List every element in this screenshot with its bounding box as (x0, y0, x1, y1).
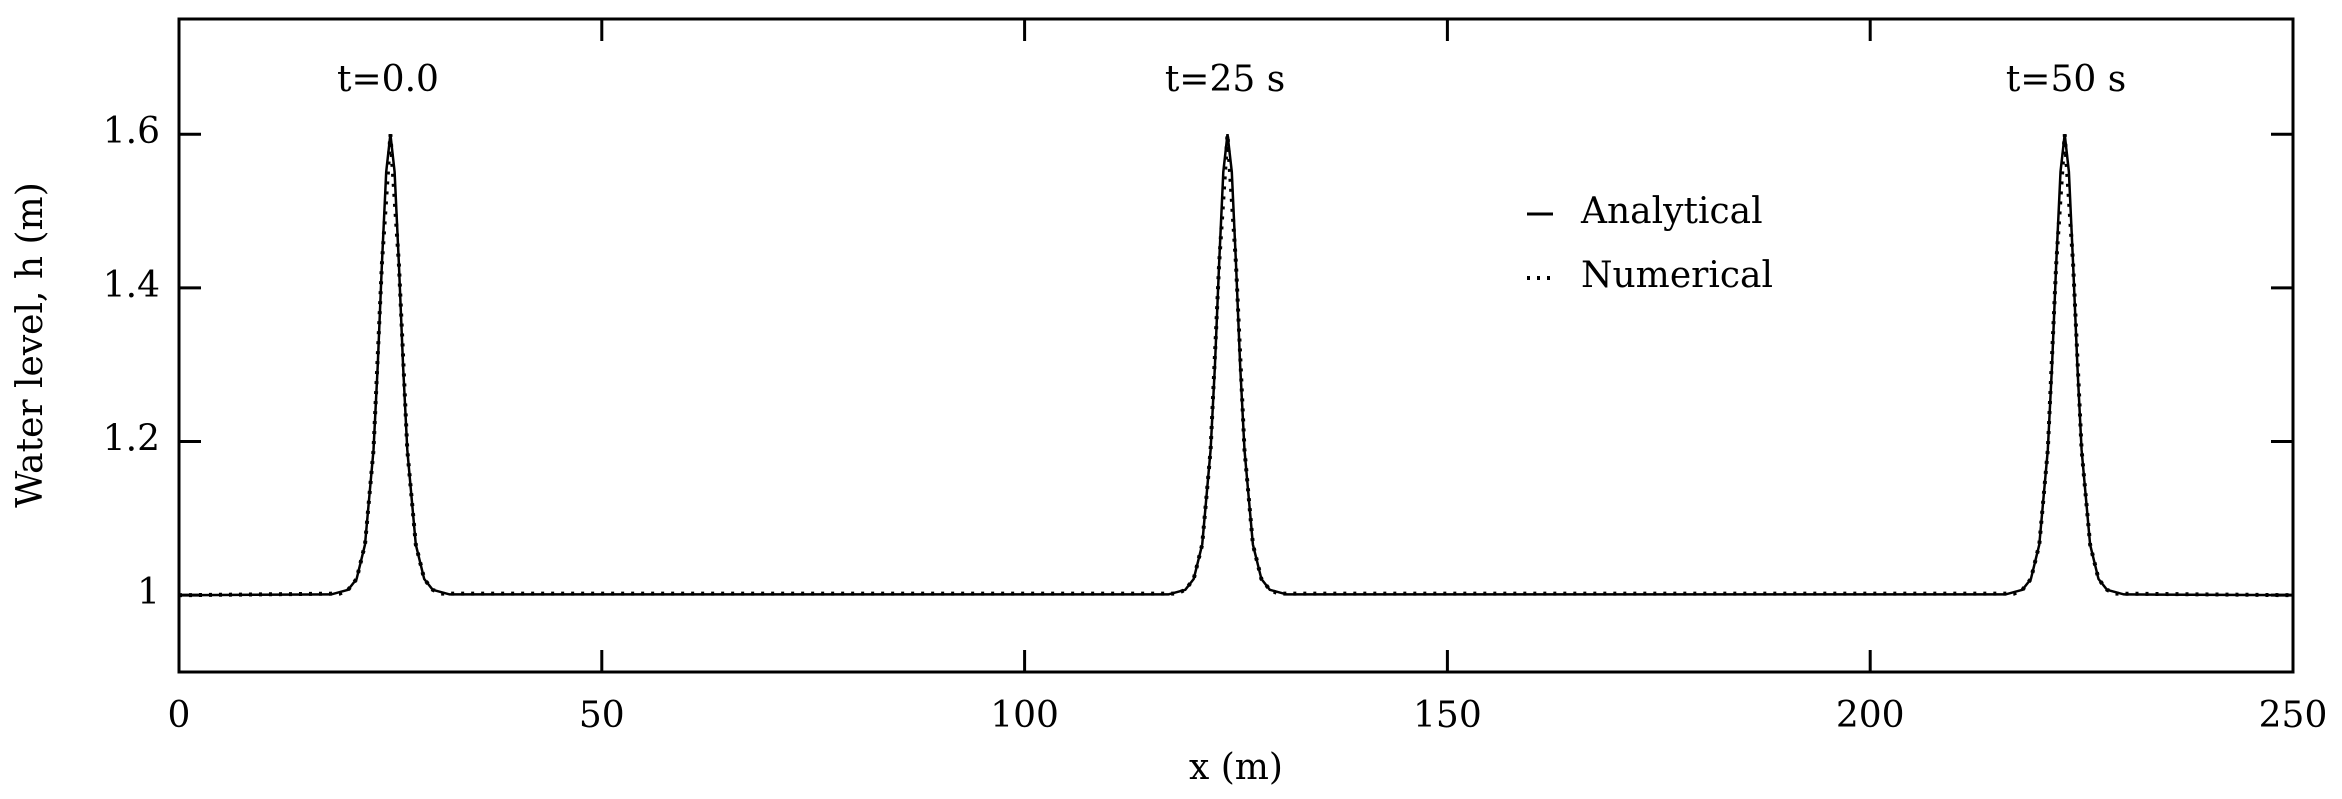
x-tick-label: 150 (1413, 695, 1482, 736)
annotation: t=0.0 (337, 59, 439, 100)
x-tick-label: 0 (168, 695, 191, 736)
x-tick-label: 100 (990, 695, 1059, 736)
y-tick-label: 1.6 (103, 111, 160, 152)
y-tick-label: 1.4 (103, 265, 160, 306)
x-axis-label: x (m) (1189, 747, 1283, 788)
legend-label: Analytical (1580, 191, 1763, 232)
legend-label: Numerical (1581, 255, 1773, 296)
x-tick-label: 200 (1836, 695, 1905, 736)
annotation: t=50 s (2006, 59, 2126, 100)
line-solid (178, 134, 2294, 597)
y-tick-label: 1 (137, 572, 160, 613)
annotation: t=25 s (1165, 59, 1285, 100)
plot-frame (177, 17, 2295, 674)
x-tick-label: 250 (2259, 695, 2328, 736)
x-tick-label: 50 (579, 695, 625, 736)
y-tick-label: 1.2 (103, 419, 160, 460)
line-dotted (178, 134, 2294, 598)
y-axis-label: Water level, h (m) (10, 182, 51, 507)
